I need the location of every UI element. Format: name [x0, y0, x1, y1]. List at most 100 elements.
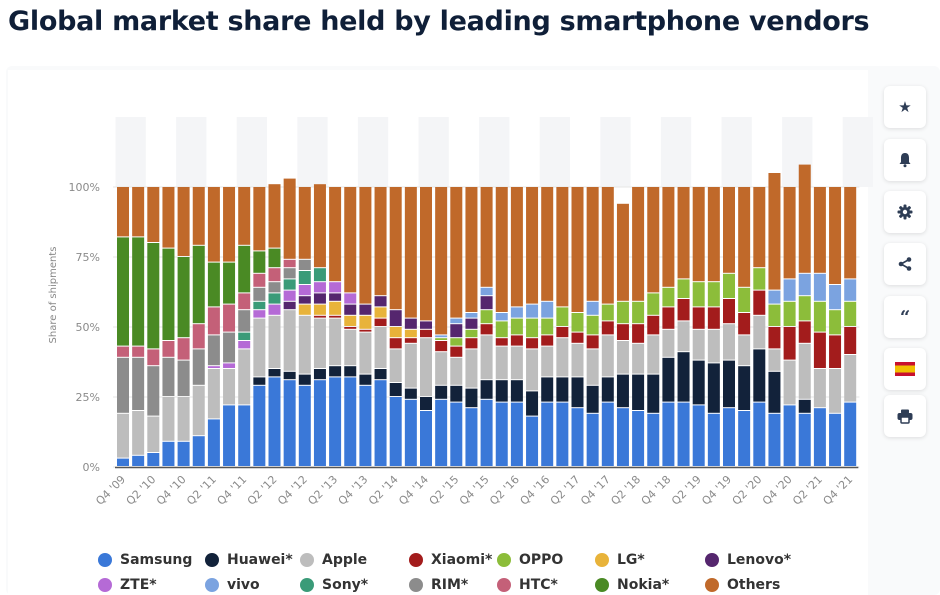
- bar-segment-others[interactable]: [268, 184, 281, 248]
- bar-stack[interactable]: [601, 187, 614, 466]
- bar-segment-oppo[interactable]: [450, 338, 463, 346]
- legend-item[interactable]: vivo: [205, 577, 260, 593]
- bar-segment-samsung[interactable]: [404, 399, 417, 466]
- bar-stack[interactable]: [268, 184, 281, 466]
- bar-stack[interactable]: [238, 187, 251, 466]
- bar-segment-lg[interactable]: [389, 327, 402, 338]
- bar-segment-huawei[interactable]: [313, 369, 326, 380]
- bar-segment-sony[interactable]: [313, 268, 326, 282]
- bar-segment-others[interactable]: [829, 187, 842, 284]
- bar-segment-huawei[interactable]: [465, 388, 478, 408]
- bar-segment-apple[interactable]: [753, 315, 766, 349]
- bar-segment-oppo[interactable]: [571, 313, 584, 332]
- bar-segment-vivo[interactable]: [768, 290, 781, 304]
- bar-segment-xiaomi[interactable]: [632, 324, 645, 343]
- bar-segment-others[interactable]: [768, 173, 781, 290]
- bar-segment-zte[interactable]: [268, 304, 281, 315]
- bar-segment-others[interactable]: [632, 187, 645, 301]
- bar-segment-xiaomi[interactable]: [510, 335, 523, 346]
- bar-segment-huawei[interactable]: [616, 374, 629, 408]
- bar-segment-xiaomi[interactable]: [662, 307, 675, 329]
- bar-segment-vivo[interactable]: [541, 301, 554, 318]
- bar-stack[interactable]: [404, 187, 417, 466]
- bar-segment-oppo[interactable]: [662, 287, 675, 307]
- bar-segment-lg[interactable]: [329, 301, 342, 315]
- bar-segment-others[interactable]: [132, 187, 145, 237]
- bar-segment-samsung[interactable]: [117, 458, 129, 466]
- bar-segment-huawei[interactable]: [662, 357, 675, 402]
- bar-segment-huawei[interactable]: [586, 385, 599, 413]
- bar-segment-samsung[interactable]: [738, 411, 751, 466]
- bar-segment-xiaomi[interactable]: [768, 327, 781, 349]
- bar-segment-xiaomi[interactable]: [829, 335, 842, 368]
- bar-segment-oppo[interactable]: [844, 301, 857, 326]
- bar-segment-oppo[interactable]: [692, 282, 705, 307]
- bar-segment-apple[interactable]: [601, 335, 614, 377]
- bar-stack[interactable]: [298, 187, 311, 466]
- bar-segment-vivo[interactable]: [798, 273, 811, 296]
- bar-stack[interactable]: [283, 178, 296, 466]
- bar-segment-sony[interactable]: [298, 271, 311, 284]
- bar-segment-others[interactable]: [571, 187, 584, 312]
- bar-segment-zte[interactable]: [313, 282, 326, 293]
- bar-segment-others[interactable]: [844, 187, 857, 279]
- bar-segment-xiaomi[interactable]: [813, 332, 826, 368]
- bar-segment-others[interactable]: [147, 187, 160, 242]
- bar-segment-nokia[interactable]: [117, 237, 129, 346]
- bar-segment-oppo[interactable]: [480, 310, 493, 324]
- bar-segment-samsung[interactable]: [571, 408, 584, 466]
- bar-segment-samsung[interactable]: [223, 405, 236, 466]
- bar-segment-huawei[interactable]: [450, 385, 463, 402]
- bar-segment-huawei[interactable]: [541, 377, 554, 402]
- bar-segment-vivo[interactable]: [783, 279, 796, 301]
- bar-segment-nokia[interactable]: [207, 262, 220, 307]
- bar-segment-others[interactable]: [692, 187, 705, 282]
- bar-segment-xiaomi[interactable]: [692, 307, 705, 329]
- legend-item[interactable]: Xiaomi*: [409, 552, 492, 568]
- bar-segment-others[interactable]: [192, 187, 205, 245]
- bar-segment-samsung[interactable]: [359, 385, 372, 466]
- bar-segment-apple[interactable]: [389, 349, 402, 382]
- bar-segment-samsung[interactable]: [813, 408, 826, 466]
- bar-segment-vivo[interactable]: [813, 273, 826, 301]
- bar-segment-oppo[interactable]: [677, 279, 690, 298]
- settings-button[interactable]: [884, 191, 926, 233]
- bar-segment-others[interactable]: [298, 187, 311, 259]
- bar-segment-rim[interactable]: [253, 287, 266, 301]
- bar-segment-nokia[interactable]: [253, 251, 266, 273]
- bar-segment-others[interactable]: [707, 187, 720, 282]
- bar-segment-lg[interactable]: [374, 307, 387, 318]
- bar-stack[interactable]: [571, 187, 584, 466]
- bar-segment-zte[interactable]: [283, 290, 296, 301]
- bar-segment-xiaomi[interactable]: [541, 335, 554, 346]
- bar-segment-samsung[interactable]: [707, 413, 720, 466]
- bar-stack[interactable]: [344, 187, 357, 466]
- cite-button[interactable]: “: [884, 296, 926, 338]
- bar-segment-others[interactable]: [677, 187, 690, 279]
- bar-segment-apple[interactable]: [207, 369, 220, 419]
- bar-segment-samsung[interactable]: [723, 408, 735, 466]
- bar-segment-apple[interactable]: [738, 335, 751, 366]
- bar-segment-rim[interactable]: [132, 357, 145, 410]
- bar-segment-apple[interactable]: [465, 349, 478, 388]
- bar-segment-apple[interactable]: [571, 343, 584, 377]
- bar-segment-sony[interactable]: [268, 293, 281, 304]
- bar-segment-others[interactable]: [783, 187, 796, 279]
- bar-segment-lg[interactable]: [344, 315, 357, 326]
- legend-item[interactable]: Huawei*: [205, 552, 293, 568]
- bar-segment-huawei[interactable]: [526, 391, 539, 416]
- bar-segment-apple[interactable]: [420, 338, 432, 396]
- bar-segment-samsung[interactable]: [465, 408, 478, 466]
- bar-segment-xiaomi[interactable]: [753, 290, 766, 315]
- bar-segment-others[interactable]: [329, 187, 342, 282]
- bar-segment-samsung[interactable]: [798, 413, 811, 466]
- bar-segment-samsung[interactable]: [283, 380, 296, 466]
- bar-segment-vivo[interactable]: [844, 279, 857, 301]
- legend-item[interactable]: ZTE*: [98, 577, 157, 593]
- bar-segment-lenovo[interactable]: [374, 296, 387, 307]
- bar-stack[interactable]: [510, 187, 523, 466]
- bar-segment-huawei[interactable]: [768, 371, 781, 413]
- bar-segment-oppo[interactable]: [541, 318, 554, 335]
- bar-stack[interactable]: [177, 187, 190, 466]
- bar-stack[interactable]: [783, 187, 796, 466]
